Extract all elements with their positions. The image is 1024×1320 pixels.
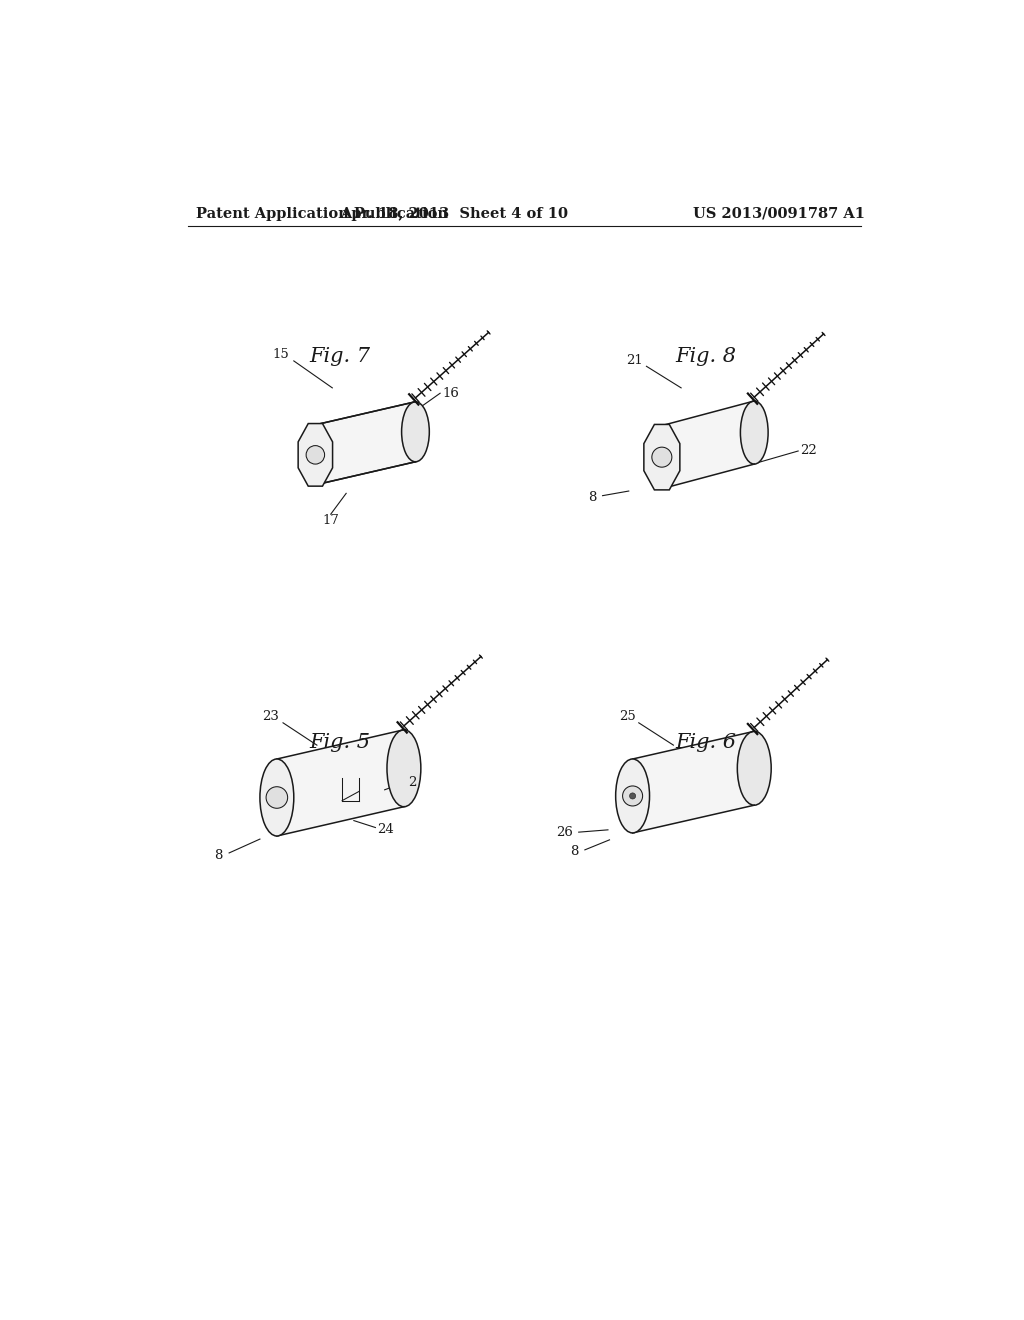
Text: 8: 8: [588, 491, 596, 504]
Text: 22: 22: [801, 445, 817, 458]
Ellipse shape: [615, 759, 649, 833]
Ellipse shape: [387, 730, 421, 807]
Ellipse shape: [737, 731, 771, 805]
Polygon shape: [633, 731, 755, 833]
Circle shape: [306, 446, 325, 465]
Polygon shape: [276, 730, 403, 836]
Text: 24: 24: [377, 824, 393, 837]
Circle shape: [630, 793, 636, 799]
Text: Patent Application Publication: Patent Application Publication: [196, 207, 449, 220]
Polygon shape: [298, 424, 333, 486]
Text: US 2013/0091787 A1: US 2013/0091787 A1: [692, 207, 864, 220]
Text: 2: 2: [408, 776, 416, 788]
Polygon shape: [662, 401, 755, 488]
Ellipse shape: [401, 401, 429, 462]
Text: 16: 16: [442, 387, 460, 400]
Circle shape: [623, 785, 643, 807]
Text: Fig. 7: Fig. 7: [309, 347, 370, 366]
Polygon shape: [315, 401, 416, 484]
Text: 25: 25: [618, 710, 636, 723]
Ellipse shape: [260, 759, 294, 836]
Polygon shape: [644, 425, 680, 490]
Circle shape: [266, 787, 288, 808]
Text: Fig. 6: Fig. 6: [676, 734, 736, 752]
Circle shape: [652, 447, 672, 467]
Text: 8: 8: [570, 845, 579, 858]
Text: 17: 17: [323, 513, 339, 527]
Text: 21: 21: [627, 354, 643, 367]
Text: 26: 26: [556, 825, 573, 838]
Text: Fig. 8: Fig. 8: [676, 347, 736, 366]
Text: 15: 15: [272, 348, 289, 362]
Text: Apr. 18, 2013  Sheet 4 of 10: Apr. 18, 2013 Sheet 4 of 10: [340, 207, 568, 220]
Ellipse shape: [740, 401, 768, 465]
Text: Fig. 5: Fig. 5: [309, 734, 370, 752]
Text: 23: 23: [262, 710, 280, 723]
Text: 8: 8: [215, 849, 223, 862]
